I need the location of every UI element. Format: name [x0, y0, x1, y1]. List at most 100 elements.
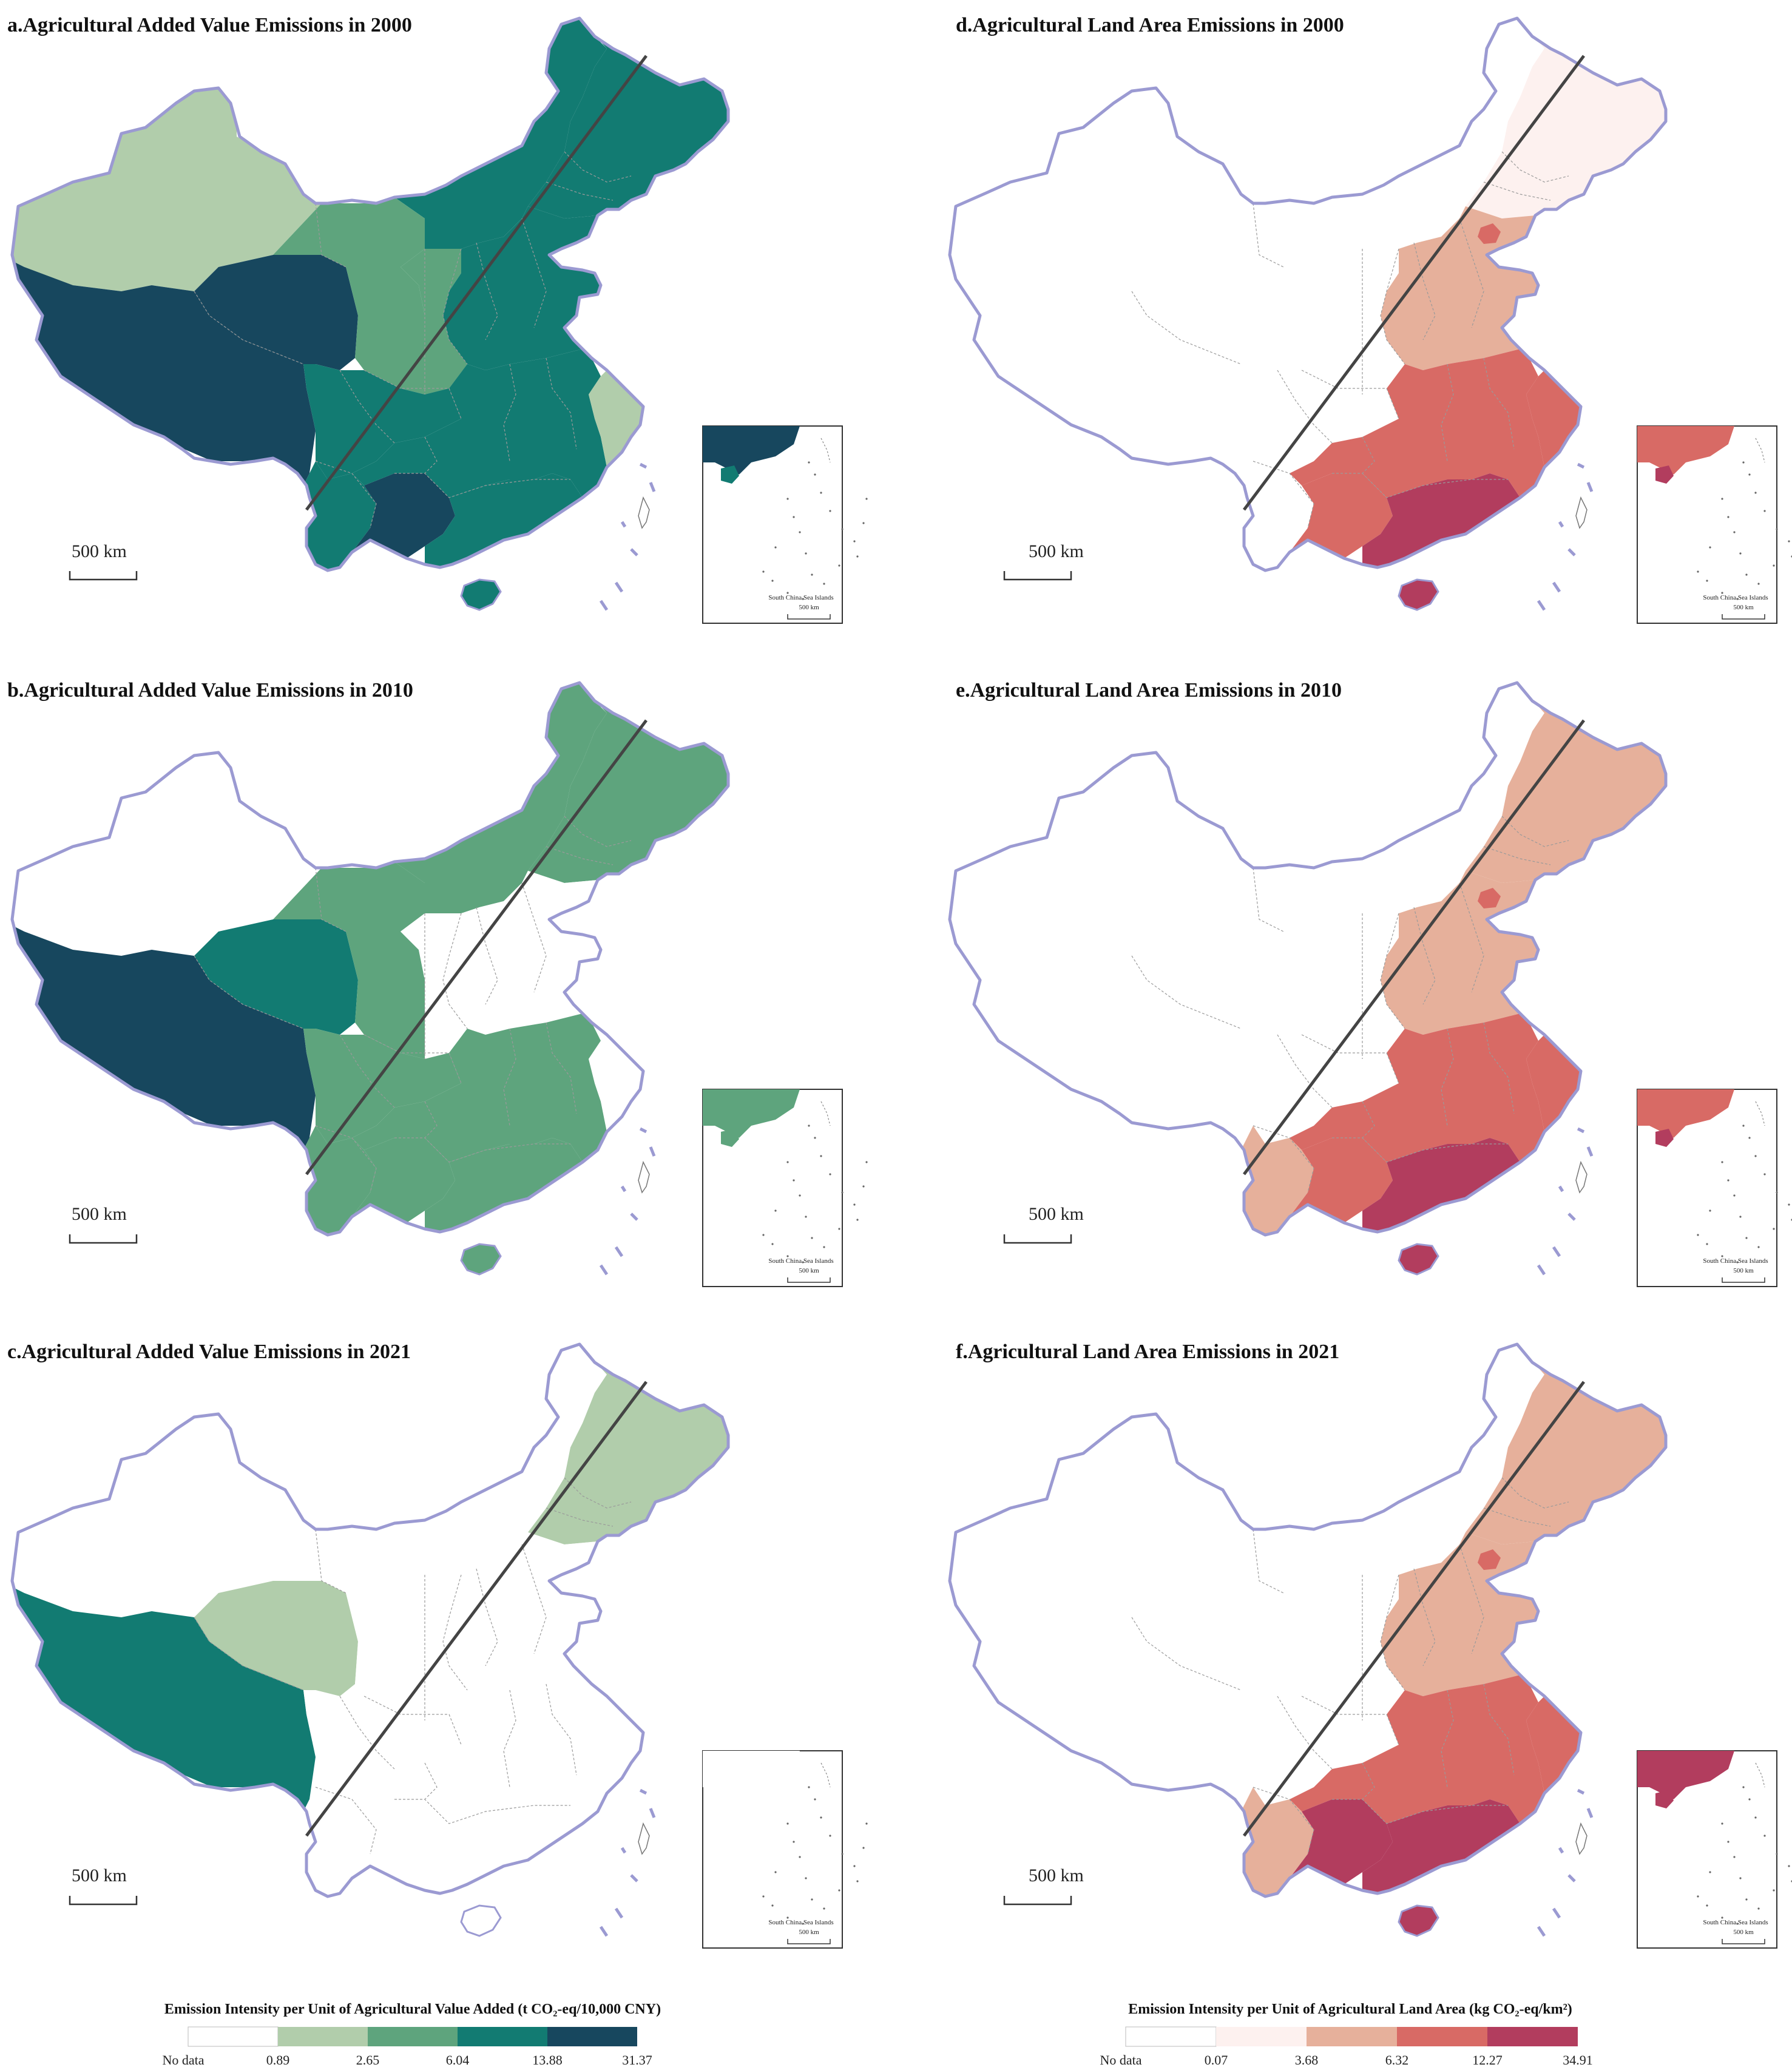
region-hainan [1398, 1243, 1439, 1276]
inset-island [1776, 1191, 1778, 1194]
inset-island [1763, 1835, 1766, 1837]
region-southeast [1290, 349, 1544, 498]
inset-hainan [1655, 1790, 1674, 1808]
scale-bar [1003, 1234, 1072, 1244]
inset-island [1788, 540, 1790, 543]
province-boundary [1301, 1696, 1399, 1745]
island-mark [620, 1185, 627, 1192]
china-map-d [948, 16, 1668, 611]
island-mark [649, 1808, 656, 1818]
panel-title-d: d.Agricultural Land Area Emissions in 20… [956, 14, 1344, 36]
legend-land-area: Emission Intensity per Unit of Agricultu… [1100, 2001, 1592, 2068]
china-map-f [948, 1342, 1668, 1937]
inset-island [814, 473, 816, 476]
region-northeast [528, 683, 728, 883]
legend-break-label: 6.32 [1385, 2052, 1409, 2068]
inset-island [799, 1856, 801, 1858]
inset-island [811, 1898, 813, 1901]
province-boundary [1501, 816, 1569, 847]
region-taiwan [1575, 1160, 1587, 1194]
inset-island [814, 1798, 816, 1801]
province-boundary [1253, 461, 1314, 529]
inset-island [771, 580, 774, 582]
china-map-c [10, 1342, 730, 1937]
inset-island [786, 1161, 789, 1163]
inset-island [1721, 498, 1723, 500]
province-boundary [1131, 291, 1242, 365]
province-boundary [1380, 1574, 1405, 1691]
province-boundary [363, 370, 462, 419]
legend-break-label: 6.04 [446, 2052, 470, 2068]
region-beijing [1478, 888, 1501, 908]
china-map-e [948, 681, 1668, 1276]
region-guangxi [352, 1138, 455, 1223]
region-qinghai [1132, 1581, 1296, 1696]
inset-label: South China Sea Islands [1703, 1257, 1768, 1265]
china-map-a [10, 16, 730, 611]
legend-title: Emission Intensity per Unit of Agricultu… [1128, 2001, 1572, 2017]
inset-scale-bar [1722, 614, 1765, 620]
island-mark [639, 1788, 647, 1795]
inset-island [786, 1822, 789, 1825]
scale-bar-label: 500 km [1029, 541, 1084, 561]
inset-scale-label: 500 km [799, 1267, 819, 1274]
inset-island [1745, 1237, 1748, 1239]
province-boundary [315, 1529, 347, 1594]
inset-label: South China Sea Islands [1703, 1919, 1768, 1926]
island-mark [1537, 1926, 1546, 1937]
province-boundary [1413, 1568, 1436, 1666]
inset-island [811, 573, 813, 576]
inset-island [1745, 1898, 1748, 1901]
inset-island [1776, 1853, 1778, 1855]
inset-island [1736, 1923, 1739, 1925]
island-mark [649, 482, 656, 492]
panel-title-e: e.Agricultural Land Area Emissions in 20… [956, 679, 1342, 702]
inset-island [802, 598, 804, 600]
map-panel-e: e.Agricultural Land Area Emissions in 20… [948, 679, 1792, 1287]
region-hainan [1398, 578, 1439, 611]
region-sichuan [1241, 1029, 1399, 1144]
inset-island [805, 552, 807, 555]
region-northeast [528, 18, 728, 218]
province-boundary [1253, 1125, 1314, 1193]
region-hainan [460, 578, 502, 611]
inset-island [865, 1822, 868, 1825]
inset-island [786, 498, 789, 500]
inset-hainan [1655, 1129, 1674, 1147]
inset-label: South China Sea Islands [768, 1257, 833, 1265]
inset-island [823, 583, 825, 585]
inset-scale-label: 500 km [1733, 1267, 1754, 1274]
inset-hainan [1655, 465, 1674, 484]
inset-island [1757, 1246, 1760, 1248]
country-border [10, 681, 730, 1237]
inset-island [774, 1209, 777, 1212]
inset-island [1773, 564, 1775, 567]
inset-island [1697, 1234, 1699, 1236]
inset-island [1709, 1871, 1711, 1873]
inset-island [808, 461, 810, 464]
inset-island [1706, 1904, 1708, 1907]
inset-island [811, 1237, 813, 1239]
region-southeast [352, 1013, 607, 1162]
province-boundary [521, 218, 547, 328]
region-guangdong [425, 1138, 583, 1232]
province-boundary [546, 846, 614, 865]
province-boundary [394, 1137, 570, 1163]
south-china-sea-inset: South China Sea Islands 500 km [702, 1750, 868, 1949]
region-guangdong [1362, 1799, 1520, 1893]
province-boundary [1253, 1787, 1314, 1855]
region-northeast [1466, 683, 1666, 883]
region-sichuan [303, 1029, 461, 1144]
province-boundary [503, 364, 516, 462]
province-boundary [476, 1568, 498, 1666]
scale-bar-label: 500 km [72, 1204, 127, 1224]
inset-scale-bar [1722, 1277, 1765, 1283]
region-southeast [352, 349, 607, 498]
legend-break-label: 2.65 [356, 2052, 380, 2068]
inset-island [802, 1261, 804, 1263]
province-boundary [521, 882, 547, 993]
country-border [948, 681, 1668, 1237]
region-gansu [1211, 862, 1405, 1059]
island-mark [620, 1847, 627, 1854]
